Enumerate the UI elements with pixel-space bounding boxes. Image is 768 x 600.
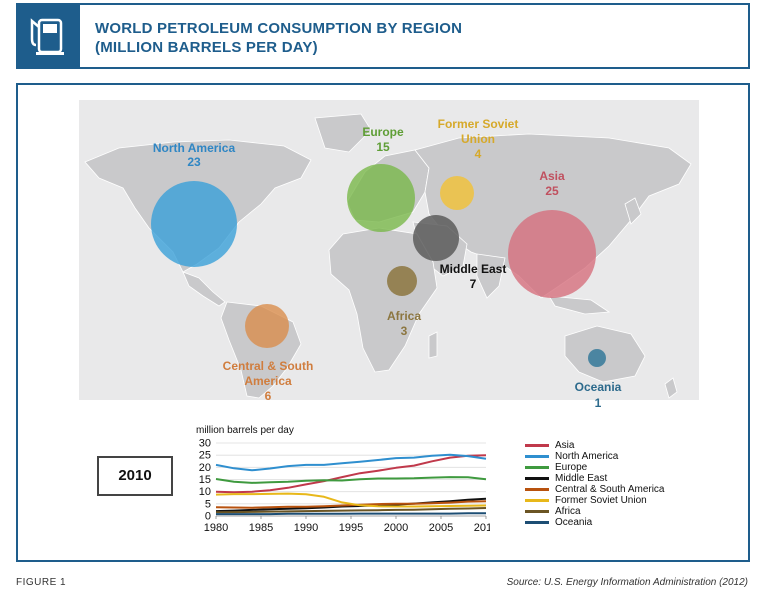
- value-central-south-america: 6: [265, 389, 272, 400]
- legend-item: Asia: [525, 440, 725, 451]
- legend-item: Former Soviet Union: [525, 495, 725, 506]
- y-tick-label: 0: [205, 511, 211, 523]
- legend-item: Oceania: [525, 517, 725, 528]
- value-asia: 25: [545, 184, 559, 198]
- legend-swatch: [525, 477, 549, 480]
- legend-item: Central & South America: [525, 484, 725, 495]
- series-line-europe: [215, 476, 487, 484]
- bubble-central-south-america: [245, 304, 289, 348]
- label-europe: Europe: [362, 125, 404, 139]
- y-tick-label: 25: [199, 450, 211, 462]
- label-africa: Africa: [387, 309, 421, 323]
- y-tick-label: 15: [199, 474, 211, 486]
- value-africa: 3: [401, 324, 408, 338]
- x-tick-label: 2010: [474, 522, 490, 534]
- legend-label: North America: [555, 451, 619, 462]
- label-oceania: Oceania: [575, 380, 622, 394]
- legend-label: Central & South America: [555, 484, 665, 495]
- legend-label: Former Soviet Union: [555, 495, 647, 506]
- bubble-africa: [387, 266, 417, 296]
- series-line-middle-east: [215, 497, 487, 513]
- value-north-america: 23: [187, 155, 201, 169]
- label-former-soviet-union-2: Union: [461, 132, 495, 146]
- legend-swatch: [525, 466, 549, 469]
- legend-label: Africa: [555, 506, 581, 517]
- legend-item: Europe: [525, 462, 725, 473]
- legend-swatch: [525, 444, 549, 447]
- legend-swatch: [525, 455, 549, 458]
- legend-swatch: [525, 521, 549, 524]
- label-central-south-america-2: America: [244, 374, 292, 388]
- bubble-asia: [508, 210, 596, 298]
- series-line-africa: [215, 507, 487, 514]
- bubble-north-america: [151, 181, 237, 267]
- x-tick-label: 1990: [294, 522, 318, 534]
- legend-swatch: [525, 499, 549, 502]
- year-label-box: 2010: [97, 456, 173, 496]
- title-line-2: (MILLION BARRELS PER DAY): [95, 39, 318, 56]
- y-axis-title: million barrels per day: [196, 425, 294, 436]
- legend-label: Middle East: [555, 473, 608, 484]
- value-former-soviet-union: 4: [475, 147, 482, 161]
- series-line-former-soviet-union: [215, 492, 487, 508]
- value-oceania: 1: [594, 396, 602, 410]
- label-asia: Asia: [539, 169, 565, 183]
- x-tick-label: 1995: [339, 522, 363, 534]
- fuel-pump-icon: [18, 5, 80, 67]
- label-central-south-america-1: Central & South: [223, 359, 314, 373]
- series-line-north-america: [215, 453, 487, 472]
- series-line-asia: [215, 454, 487, 494]
- title-line-1: WORLD PETROLEUM CONSUMPTION BY REGION: [95, 20, 463, 37]
- bubble-oceania: [588, 349, 606, 367]
- bubble-labels: North America 23 Europe 15 Former Soviet…: [153, 117, 622, 400]
- x-tick-label: 2005: [429, 522, 453, 534]
- header-banner: WORLD PETROLEUM CONSUMPTION BY REGION (M…: [16, 3, 750, 69]
- x-tick-label: 1985: [249, 522, 273, 534]
- label-north-america: North America: [153, 141, 236, 155]
- legend-swatch: [525, 510, 549, 513]
- x-tick-label: 1980: [204, 522, 228, 534]
- legend-label: Asia: [555, 440, 575, 451]
- y-tick-label: 30: [199, 438, 211, 450]
- continents: [84, 113, 692, 399]
- legend-item: North America: [525, 451, 725, 462]
- series-line-oceania: [216, 512, 486, 516]
- legend-item: Africa: [525, 506, 725, 517]
- world-map: North America 23 Europe 15 Former Soviet…: [79, 100, 699, 400]
- legend-swatch: [525, 488, 549, 491]
- bubble-former-soviet-union: [440, 176, 474, 210]
- legend-label: Oceania: [555, 517, 593, 528]
- y-tick-label: 10: [199, 486, 211, 498]
- chart-legend: Asia North America Europe Middle East Centra…: [525, 440, 725, 528]
- x-tick-label: 2000: [384, 522, 408, 534]
- bubble-middle-east: [413, 215, 459, 261]
- series-line-central-south-america: [215, 500, 487, 509]
- page-title: WORLD PETROLEUM CONSUMPTION BY REGION (M…: [95, 19, 462, 57]
- label-former-soviet-union-1: Former Soviet: [438, 117, 519, 131]
- figure-label: FIGURE 1: [16, 577, 67, 588]
- y-tick-label: 5: [205, 498, 211, 510]
- region-bubbles: [151, 164, 606, 367]
- legend-item: Middle East: [525, 473, 725, 484]
- legend-label: Europe: [555, 462, 588, 473]
- value-europe: 15: [376, 140, 390, 154]
- value-middle-east: 7: [470, 277, 477, 291]
- label-middle-east: Middle East: [440, 262, 507, 276]
- chart-lines: [215, 453, 487, 516]
- source-note: Source: U.S. Energy Information Administ…: [506, 577, 748, 588]
- bubble-europe: [347, 164, 415, 232]
- y-tick-label: 20: [199, 462, 211, 474]
